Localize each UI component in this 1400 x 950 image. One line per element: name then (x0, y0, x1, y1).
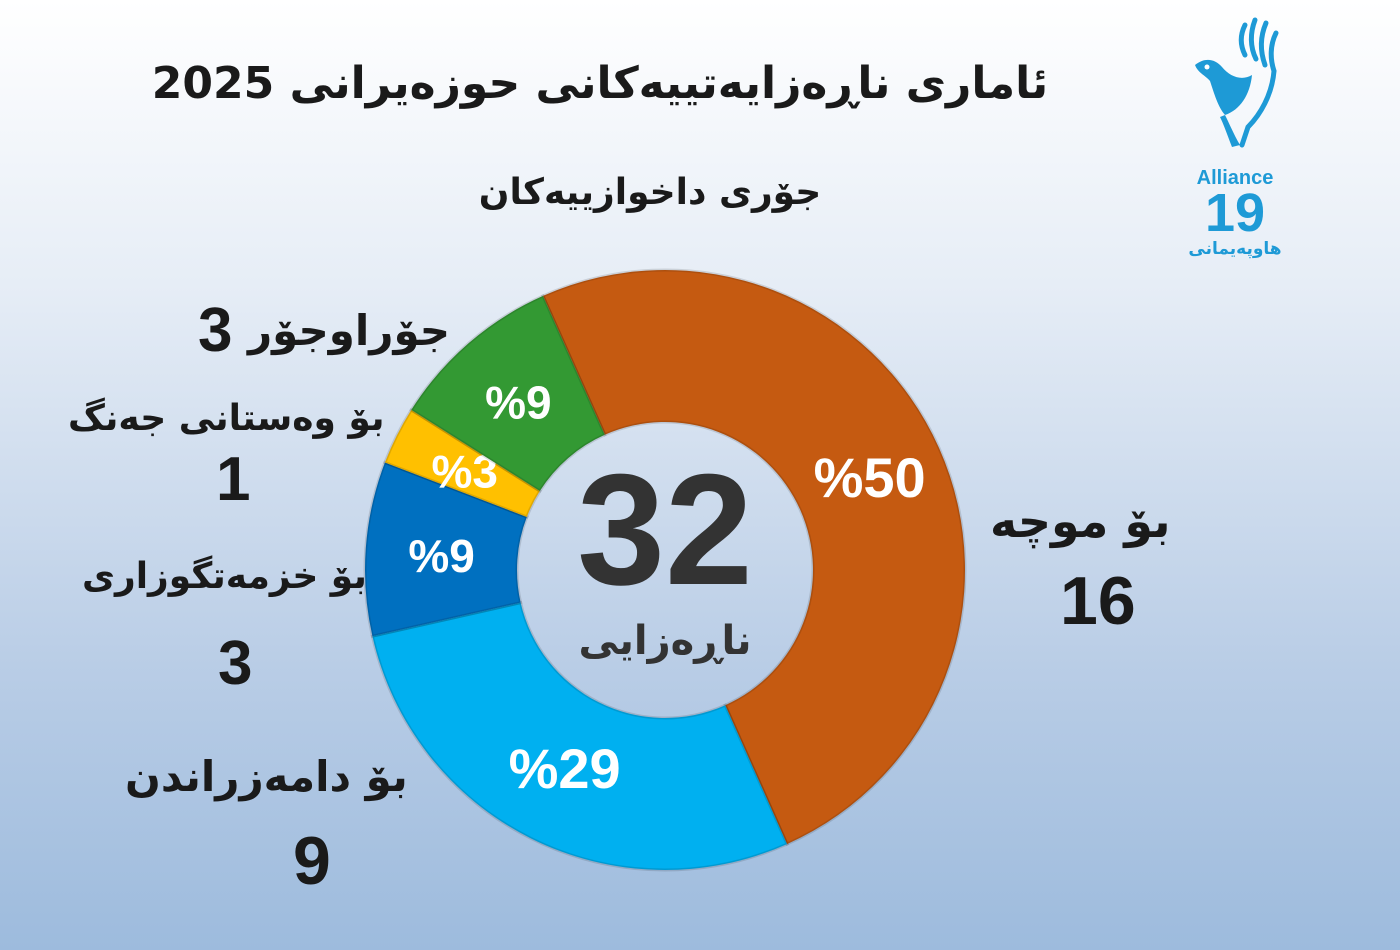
slice-stop-war (382, 407, 542, 519)
label-services-name: بۆ خزمەتگوزاری (82, 556, 367, 597)
total-label: ناڕەزایی (578, 618, 752, 664)
slice-various-percent: %9 (485, 377, 551, 429)
label-stop-war-value: 1 (216, 445, 251, 514)
chart-title: ئاماری ناڕەزایەتییەکانی حوزەیرانی 2025 (151, 58, 1049, 109)
total-value: 32 (577, 442, 753, 618)
alliance-19-logo: Alliance 19 هاوپەیمانی (1180, 15, 1290, 260)
label-stop-war-name: بۆ وەستانی جەنگ (68, 398, 385, 439)
slice-salary (540, 268, 967, 847)
label-various-name: جۆراوجۆر (248, 306, 451, 355)
slice-hiring-percent: %29 (509, 737, 621, 800)
logo-kurdish-text: هاوپەیمانی (1188, 239, 1282, 259)
dove-hand-icon (1195, 17, 1279, 148)
label-hiring-value: 9 (293, 823, 331, 899)
logo-english-text: Alliance (1196, 167, 1274, 189)
label-salary-value: 16 (1060, 563, 1136, 639)
slice-hiring (370, 600, 790, 872)
chart-subtitle: جۆری داخوازییەکان (478, 172, 822, 213)
label-services-value: 3 (218, 629, 253, 698)
label-salary-name: بۆ موچە (990, 494, 1171, 548)
slice-services-percent: %9 (408, 530, 474, 582)
slice-various (409, 293, 607, 494)
label-hiring-name: بۆ دامەزراندن (125, 752, 408, 801)
logo-number: 19 (1204, 183, 1266, 243)
slice-services (363, 460, 529, 639)
slice-salary-percent: %50 (814, 446, 926, 509)
label-various-value: 3 (198, 296, 233, 365)
